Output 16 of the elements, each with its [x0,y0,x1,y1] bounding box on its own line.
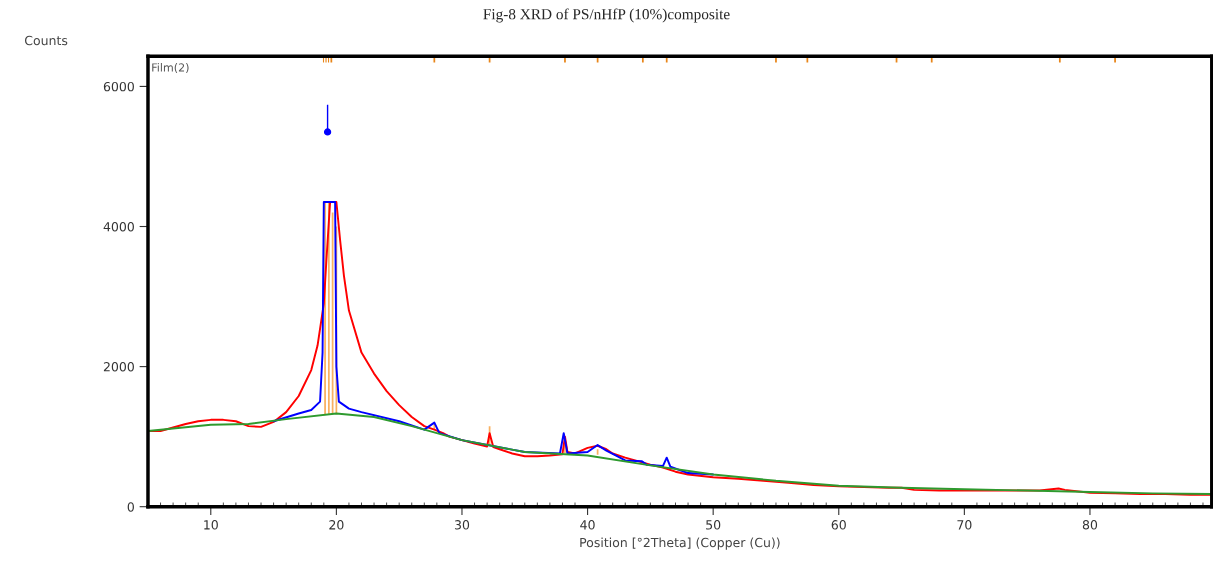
chart-title: Fig-8 XRD of PS/nHfP (10%)composite [483,8,730,23]
y-tick-label: 0 [127,502,134,512]
x-tick-label: 30 [454,520,470,530]
x-tick-label: 20 [329,520,344,530]
y-tick-label: 2000 [103,362,134,372]
y-axis-title: Counts [24,35,68,46]
x-tick-label: 70 [957,520,972,530]
annotation: Film(2) [152,63,189,73]
y-tick-label: 4000 [103,221,134,232]
x-tick-label: 60 [831,520,846,530]
x-tick-label: 40 [580,520,595,530]
y-tick-label: 6000 [103,81,134,92]
x-tick-label: 80 [1082,520,1098,530]
x-tick-label: 10 [204,520,218,530]
x-tick-label: 50 [706,520,721,530]
x-axis-title: Position [°2Theta] (Copper (Cu)) [580,537,780,550]
